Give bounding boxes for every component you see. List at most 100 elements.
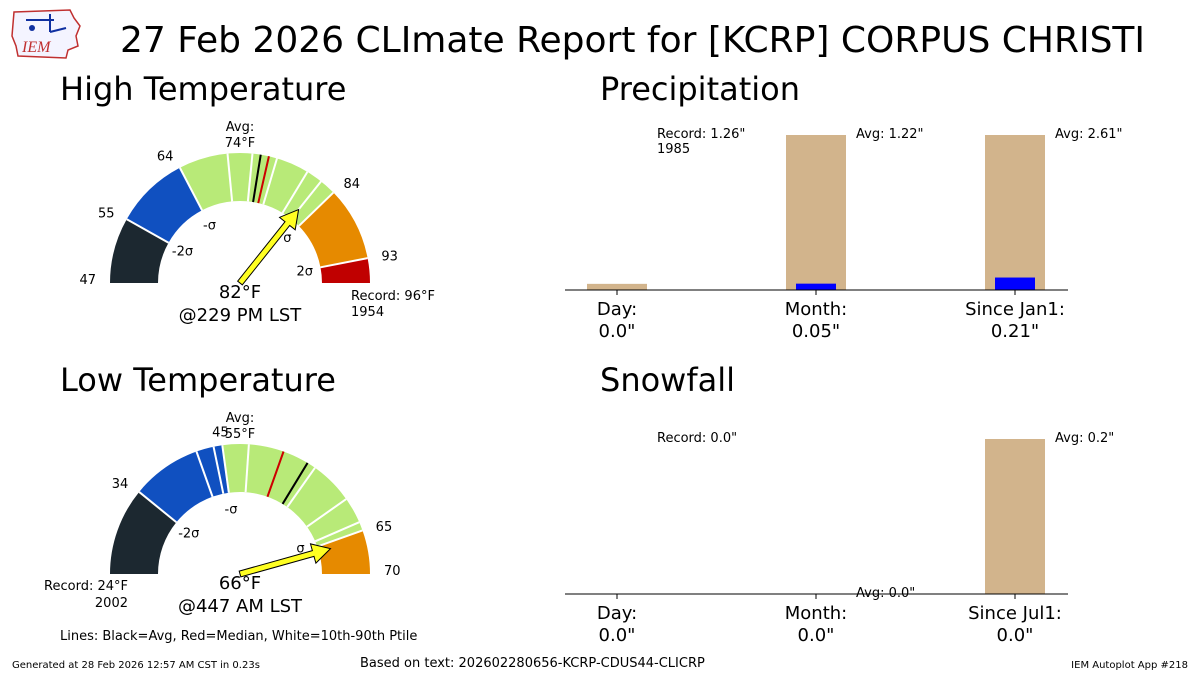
gauge-tick-label: 34 [112,477,129,492]
gauge-tick-label: 84 [343,177,360,192]
observed-time-label: @229 PM LST [179,305,303,326]
observed-temperature-label: 66°F [219,573,261,594]
average-label: Avg: [226,411,254,426]
value-label: 0.21" [991,321,1039,342]
bar-chart-1: Day:0.0"Month:0.0"Since Jul1:0.0"Record:… [565,431,1114,646]
bar-annotation: Avg: 2.61" [1055,127,1123,142]
category-label: Since Jul1: [968,603,1062,624]
value-label: 0.0" [599,625,636,646]
gauge-tick-label: 64 [157,149,174,164]
gauge-segment [139,445,229,523]
sigma-label: 2σ [297,264,314,279]
value-label: 0.0" [798,625,835,646]
gauge-tick-label: 45 [212,425,229,440]
category-label: Month: [785,603,847,624]
percentile-line [281,171,309,214]
gauge-segment [222,443,363,547]
lines-legend-note: Lines: Black=Avg, Red=Median, White=10th… [60,629,418,644]
bar-annotation: Record: 1.26" [657,127,745,142]
snowfall-title: Snowfall [600,361,735,399]
percentile-line [212,446,225,494]
bar-annotation: Avg: 1.22" [856,127,924,142]
average-label: Avg: [226,120,254,135]
observed-bar [796,283,836,290]
average-bar [985,135,1045,290]
gauge-segment [317,530,370,574]
observed-arrow [238,543,332,578]
gauge-tick-label: 47 [79,273,96,288]
gauge-segment [110,491,177,574]
average-label: 74°F [225,136,256,151]
percentile-line [262,158,278,205]
value-label: 0.0" [599,321,636,342]
gauge-segment [320,258,370,283]
page-title: 27 Feb 2026 CLImate Report for [KCRP] CO… [120,20,1146,61]
observed-temperature-label: 82°F [219,282,261,303]
gauge-segment [179,153,334,226]
sigma-boundary-line [178,167,203,211]
record-label: Record: 24°F [44,579,128,594]
gauge-tick-label: 55 [98,206,115,221]
category-label: Day: [597,603,637,624]
sigma-boundary-line [126,218,170,244]
record-label: Record: 96°F [351,289,435,304]
gauge-tick-label: 70 [384,564,401,579]
sigma-boundary-line [138,491,178,524]
percentile-line [226,153,234,202]
observed-arrow [236,208,300,286]
generated-timestamp: Generated at 28 Feb 2026 12:57 AM CST in… [12,660,260,671]
average-line [281,462,309,505]
sigma-boundary-line [298,191,335,227]
sigma-label: -σ [225,503,238,518]
gauge-low: 34 45 65 70 -2σ -σ σ Avg:55°F Record: 24°F 2002 66… [44,411,401,617]
average-bar [786,135,846,290]
sigma-label: -σ [203,218,216,233]
precipitation-title: Precipitation [600,70,801,108]
sigma-label: σ [296,542,304,557]
gauge-segment [298,192,368,268]
median-line [266,451,285,498]
percentile-line [286,467,316,508]
percentile-line [306,498,347,528]
bar-annotation: 1985 [657,142,690,157]
low-temperature-title: Low Temperature [60,361,336,399]
iem-logo: IEM [11,9,81,59]
average-bar [985,439,1045,594]
average-line [252,154,262,203]
record-label: 1954 [351,305,384,320]
high-temperature-title: High Temperature [60,70,347,108]
gauge-segment [126,167,203,243]
observed-bar [995,277,1035,290]
svg-text:IEM: IEM [21,39,52,56]
category-label: Month: [785,299,847,320]
average-label: 55°F [225,427,256,442]
category-label: Day: [597,299,637,320]
bar-annotation: Avg: 0.0" [856,586,915,601]
sigma-boundary-line [316,529,363,548]
observed-time-label: @447 AM LST [178,596,303,617]
category-label: Since Jan1: [965,299,1065,320]
value-label: 0.05" [792,321,840,342]
sigma-boundary-line [221,445,230,493]
median-line [257,156,270,204]
average-bar [587,283,647,290]
bar-chart-0: Day:0.0" Month:0.05" Since Jan1:0.21" Recor… [565,127,1123,342]
gauge-tick-label: 93 [381,249,398,264]
app-id-note: IEM Autoplot App #218 [1071,660,1188,671]
gauge-tick-label: 65 [376,520,393,535]
bar-annotation: Avg: 0.2" [1055,431,1114,446]
sigma-label: -2σ [172,245,193,260]
percentile-line [195,451,214,498]
percentile-line [244,444,250,493]
gauge-high: 47 55 64 84 93 -2σ -σ σ 2σ Avg:74°F Record: 96°F19… [79,120,435,326]
source-text-note: Based on text: 202602280656-KCRP-CDUS44-… [360,656,705,671]
percentile-line [314,521,360,543]
percentile-line [246,153,254,202]
bar-annotation: Record: 0.0" [657,431,737,446]
sigma-label: σ [283,231,291,246]
sigma-label: -2σ [178,526,199,541]
record-label: 2002 [95,596,128,611]
value-label: 0.0" [997,625,1034,646]
